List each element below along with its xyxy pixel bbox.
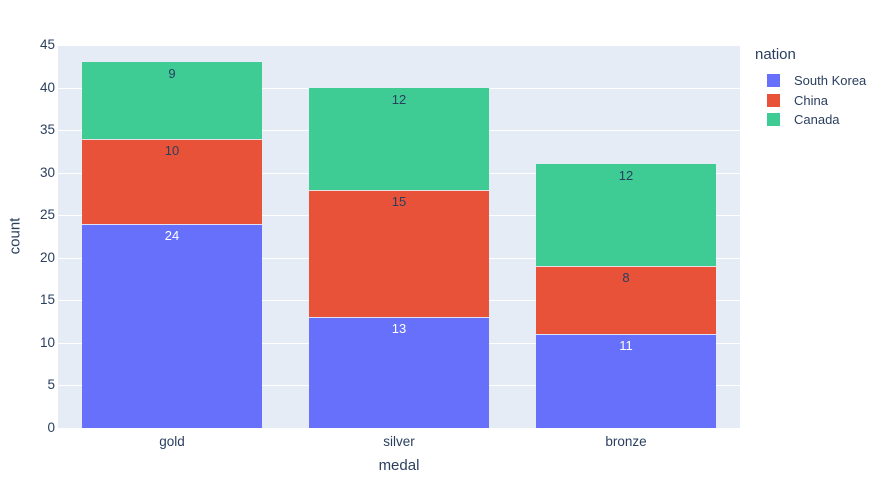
legend-item-canada[interactable]: Canada [755, 110, 866, 130]
legend-items: South Korea China Canada [755, 71, 866, 130]
y-tick-label: 30 [39, 165, 55, 180]
legend-swatch-icon [767, 74, 780, 88]
y-tick-label: 5 [47, 377, 55, 392]
bar-value-label: 12 [391, 91, 407, 107]
bar-segment-silver-china[interactable]: 15 [309, 189, 489, 318]
bar-value-label: 12 [618, 168, 634, 184]
x-tick-label-gold: gold [159, 434, 185, 449]
legend-swatch-icon [767, 113, 780, 127]
bar-segment-silver-south-korea[interactable]: 13 [309, 317, 489, 428]
y-tick-label: 10 [39, 335, 55, 350]
plot-area[interactable]: 24 10 9 13 15 12 11 8 12 [58, 45, 740, 428]
legend-item-china[interactable]: China [755, 91, 866, 111]
bar-segment-gold-china[interactable]: 10 [82, 138, 262, 224]
gridline [58, 45, 740, 46]
y-tick-label: 20 [39, 250, 55, 265]
legend-item-label: South Korea [794, 73, 867, 89]
bar-segment-gold-canada[interactable]: 9 [82, 62, 262, 139]
bar-value-label: 10 [164, 142, 180, 158]
legend-swatch-icon [767, 93, 780, 107]
legend-item-south-korea[interactable]: South Korea [755, 71, 866, 91]
bar-value-label: 8 [622, 270, 630, 286]
bar-value-label: 13 [391, 321, 407, 337]
legend: nation South Korea China Canada [755, 46, 866, 130]
bar-segment-silver-canada[interactable]: 12 [309, 87, 489, 190]
x-axis-title: medal [378, 457, 420, 474]
y-tick-label: 0 [47, 420, 55, 435]
legend-item-label: Canada [794, 112, 840, 128]
y-tick-label: 15 [39, 292, 55, 307]
bar-segment-gold-south-korea[interactable]: 24 [82, 223, 262, 428]
bar-segment-bronze-china[interactable]: 8 [536, 266, 716, 335]
x-tick-label-bronze: bronze [605, 434, 647, 449]
y-tick-label: 35 [39, 122, 55, 137]
legend-title: nation [755, 46, 796, 63]
bar-value-label: 15 [391, 193, 407, 209]
bar-segment-bronze-canada[interactable]: 12 [536, 164, 716, 267]
bar-value-label: 24 [164, 227, 180, 243]
bar-segment-bronze-south-korea[interactable]: 11 [536, 334, 716, 428]
y-tick-label: 25 [39, 207, 55, 222]
y-tick-label: 40 [39, 80, 55, 95]
legend-item-label: China [794, 92, 828, 108]
x-tick-label-silver: silver [383, 434, 415, 449]
y-axis-title: count [6, 217, 24, 255]
bar-value-label: 9 [168, 66, 176, 82]
bar-value-label: 11 [619, 338, 633, 354]
y-tick-label: 45 [39, 37, 55, 52]
